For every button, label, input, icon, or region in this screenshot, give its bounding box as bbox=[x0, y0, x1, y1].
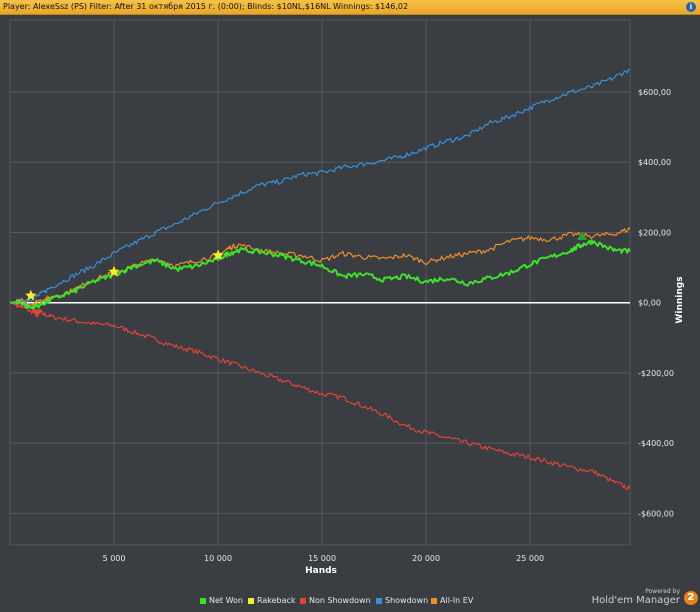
legend-item-rakeback[interactable]: Rakeback bbox=[248, 596, 296, 605]
branding: Powered by Hold'em Manager bbox=[592, 588, 680, 607]
legend-swatch bbox=[376, 597, 382, 604]
y-tick-label: -$400,00 bbox=[638, 439, 674, 448]
x-tick-label: 5 000 bbox=[103, 554, 126, 563]
series-line-showdown bbox=[9, 68, 631, 305]
legend-item-net-won[interactable]: Net Won bbox=[200, 596, 243, 605]
triangle-marker bbox=[577, 230, 588, 240]
x-tick-label: 20 000 bbox=[412, 554, 440, 563]
y-tick-label: $400,00 bbox=[638, 158, 671, 167]
winnings-chart: 5 000 10 000 15 000 20 000 25 000 $600,00 $400… bbox=[9, 19, 685, 576]
x-tick-label: 25 000 bbox=[516, 554, 544, 563]
legend-item-showdown[interactable]: Showdown bbox=[376, 596, 428, 605]
x-axis-label: Hands bbox=[305, 566, 337, 576]
triangle-marker bbox=[32, 309, 43, 319]
x-tick-label: 15 000 bbox=[308, 554, 336, 563]
legend-label: Non Showdown bbox=[309, 596, 371, 605]
title-bar: Player: AlexeSsz (PS) Filter: After 31 о… bbox=[0, 0, 700, 15]
legend-swatch bbox=[300, 597, 306, 604]
filter-summary: Player: AlexeSsz (PS) Filter: After 31 о… bbox=[3, 2, 409, 11]
y-tick-label: $0,00 bbox=[638, 299, 661, 308]
chart-series bbox=[9, 68, 631, 491]
legend-label: Net Won bbox=[209, 596, 243, 605]
rakeback-star-marker bbox=[25, 289, 37, 301]
chart-ticks: 5 000 10 000 15 000 20 000 25 000 $600,00 $400… bbox=[103, 88, 674, 563]
legend-swatch bbox=[248, 597, 254, 604]
powered-by-text: Powered by bbox=[645, 588, 680, 595]
product-name: Hold'em Manager bbox=[591, 595, 680, 606]
legend-swatch bbox=[431, 597, 437, 604]
y-tick-label: $600,00 bbox=[638, 88, 671, 97]
series-line-net-won bbox=[9, 239, 631, 311]
chart-legend: Net Won Rakeback Non Showdown Showdown All-I… bbox=[0, 596, 700, 610]
legend-label: Showdown bbox=[385, 596, 429, 605]
y-tick-label: $200,00 bbox=[638, 228, 671, 237]
rakeback-star-marker bbox=[212, 249, 224, 261]
series-line-all-in-ev bbox=[9, 227, 631, 307]
x-tick-label: 10 000 bbox=[204, 554, 232, 563]
y-axis-label: Winnings bbox=[675, 276, 685, 323]
legend-label: All-In EV bbox=[440, 596, 474, 605]
y-tick-label: -$600,00 bbox=[638, 509, 674, 518]
y-tick-label: -$200,00 bbox=[638, 369, 674, 378]
legend-label: Rakeback bbox=[257, 596, 296, 605]
chart-grid bbox=[9, 19, 631, 546]
legend-swatch bbox=[200, 597, 206, 604]
chart-markers bbox=[25, 230, 588, 319]
plot-frame bbox=[9, 19, 631, 546]
product-logo-badge: 2 bbox=[684, 591, 698, 605]
series-line-non-showdown bbox=[9, 302, 631, 491]
rakeback-star-marker bbox=[108, 265, 120, 277]
info-icon[interactable]: i bbox=[686, 2, 696, 12]
legend-item-non-showdown[interactable]: Non Showdown bbox=[300, 596, 371, 605]
legend-item-all-in-ev[interactable]: All-In EV bbox=[431, 596, 473, 605]
